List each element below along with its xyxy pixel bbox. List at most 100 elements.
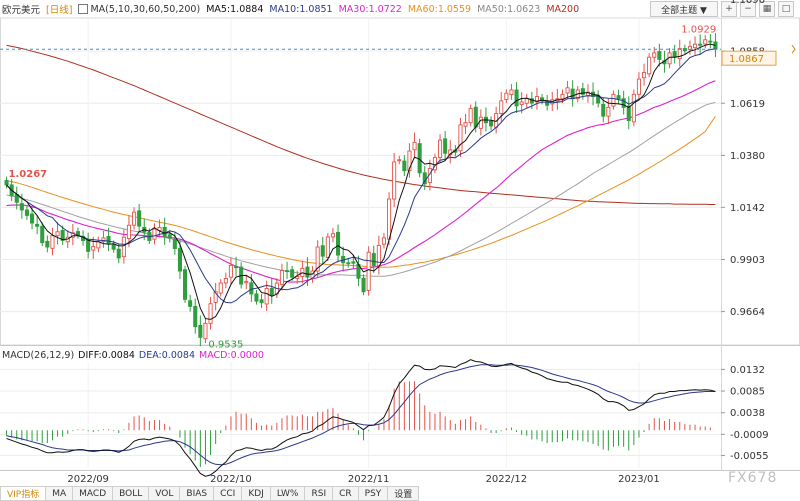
indicator-tabs: VIP指标 MA MACD BOLL VOL BIAS CCI KDJ LW% … [0,486,420,501]
candle-body [672,51,677,58]
current-price-label: 1.0867 [729,54,764,65]
tab-vip[interactable]: VIP指标 [0,486,47,501]
candle-body [4,180,9,186]
candle-body [208,303,213,324]
candle-body [473,106,478,128]
candle-body [636,78,641,95]
candle-body [35,223,40,227]
candle-body [157,226,162,231]
candle-body [167,234,172,239]
candle-body [657,51,662,60]
macd-value-label: MACD:0.0000 [199,349,264,361]
price-annotation: 0.9535 [208,340,243,351]
candle-body [412,141,417,151]
candle-body [392,161,397,200]
period-label[interactable]: [日线] [46,5,73,16]
price-arrow-icon [791,44,796,54]
candle-body [397,159,402,162]
candle-body [101,237,106,243]
macd-params-label: MACD(26,12,9) [2,349,75,361]
watermark-logo: FX678 [728,470,778,486]
candle-body [228,264,233,278]
tab-macd[interactable]: MACD [73,486,114,501]
candle-body [279,270,284,285]
grid-icon[interactable]: ▦ [759,1,775,17]
candle-body [504,92,509,101]
candle-body [677,48,682,60]
date-axis-label: 2022/12 [486,474,528,485]
candle-body [570,88,575,100]
candle-body [346,262,351,265]
theme-dropdown[interactable]: 全部主题 ▼ [650,1,718,17]
price-annotation: 1.0267 [9,169,48,180]
ma30-label: MA30:1.0722 [338,3,402,15]
date-axis-label: 2023/01 [618,474,660,485]
macd-legend: MACD(26,12,9) DIFF:0.0084 DEA:0.0084 MAC… [0,348,268,362]
candle-body [172,238,177,250]
zoom-in-icon[interactable]: + [721,1,737,17]
candle-body [438,139,443,159]
candle-body [708,40,713,43]
candle-body [203,322,208,340]
candle-body [106,236,111,244]
ma5-label: MA5:1.0884 [206,3,264,15]
ma-visibility-checkbox[interactable] [78,4,89,14]
candle-body [565,87,570,94]
price-axis-label: 1.1096 [730,0,765,6]
price-axis-label: 0.9903 [730,255,765,266]
ma60-line [6,116,716,268]
candle-body [188,300,193,307]
ma50-line [6,101,716,277]
macd-axis-label: -0.0055 [730,451,769,462]
candle-body [381,237,386,245]
zoom-out-icon[interactable]: − [740,1,756,17]
ma10-line [6,48,716,304]
candle-body [24,209,29,216]
candle-body [387,198,392,240]
candle-body [320,245,325,257]
candle-body [259,299,264,304]
tab-kdj[interactable]: KDJ [242,486,271,501]
candle-body [468,108,473,124]
tab-rsi[interactable]: RSI [305,486,334,501]
macd-axis-label: 0.0038 [730,408,765,419]
candle-body [50,235,55,249]
tab-cr[interactable]: CR [333,486,359,501]
candle-body [703,39,708,45]
candle-body [642,72,647,79]
tab-ma[interactable]: MA [46,486,74,501]
candle-body [687,45,692,50]
ma200-label: MA200 [546,3,580,15]
current-price-box [721,50,777,66]
candle-body [152,228,157,240]
candle-body [626,105,631,121]
tab-boll[interactable]: BOLL [113,486,150,501]
macd-axis-label: 0.0085 [730,387,765,398]
tab-vol[interactable]: VOL [149,486,181,501]
tab-lw[interactable]: LW% [270,486,306,501]
candle-body [198,324,203,338]
candle-body [621,98,626,108]
candle-body [86,240,91,252]
candle-body [55,231,60,237]
tab-psy[interactable]: PSY [358,486,389,501]
main-panel-frame [0,17,800,346]
ma-params-label: MA(5,10,30,60,50,200) [90,3,201,15]
price-axis-label: 1.0380 [730,151,765,162]
candle-body [177,248,182,272]
expand-icon[interactable]: □ [778,1,794,17]
tab-cci[interactable]: CCI [214,486,243,501]
dea-label: DEA:0.0084 [138,349,195,361]
candle-body [499,100,504,114]
ma10-label: MA10:1.0851 [269,3,333,15]
candle-body [30,213,35,224]
tab-bias[interactable]: BIAS [180,486,215,501]
candle-body [631,93,636,123]
candle-body [193,305,198,328]
date-axis-label: 2022/10 [210,474,252,485]
ma50-label: MA50:1.0623 [477,3,541,15]
candle-body [285,270,290,273]
price-axis-label: 1.0619 [730,99,765,110]
tab-settings[interactable]: 设置 [388,486,420,501]
